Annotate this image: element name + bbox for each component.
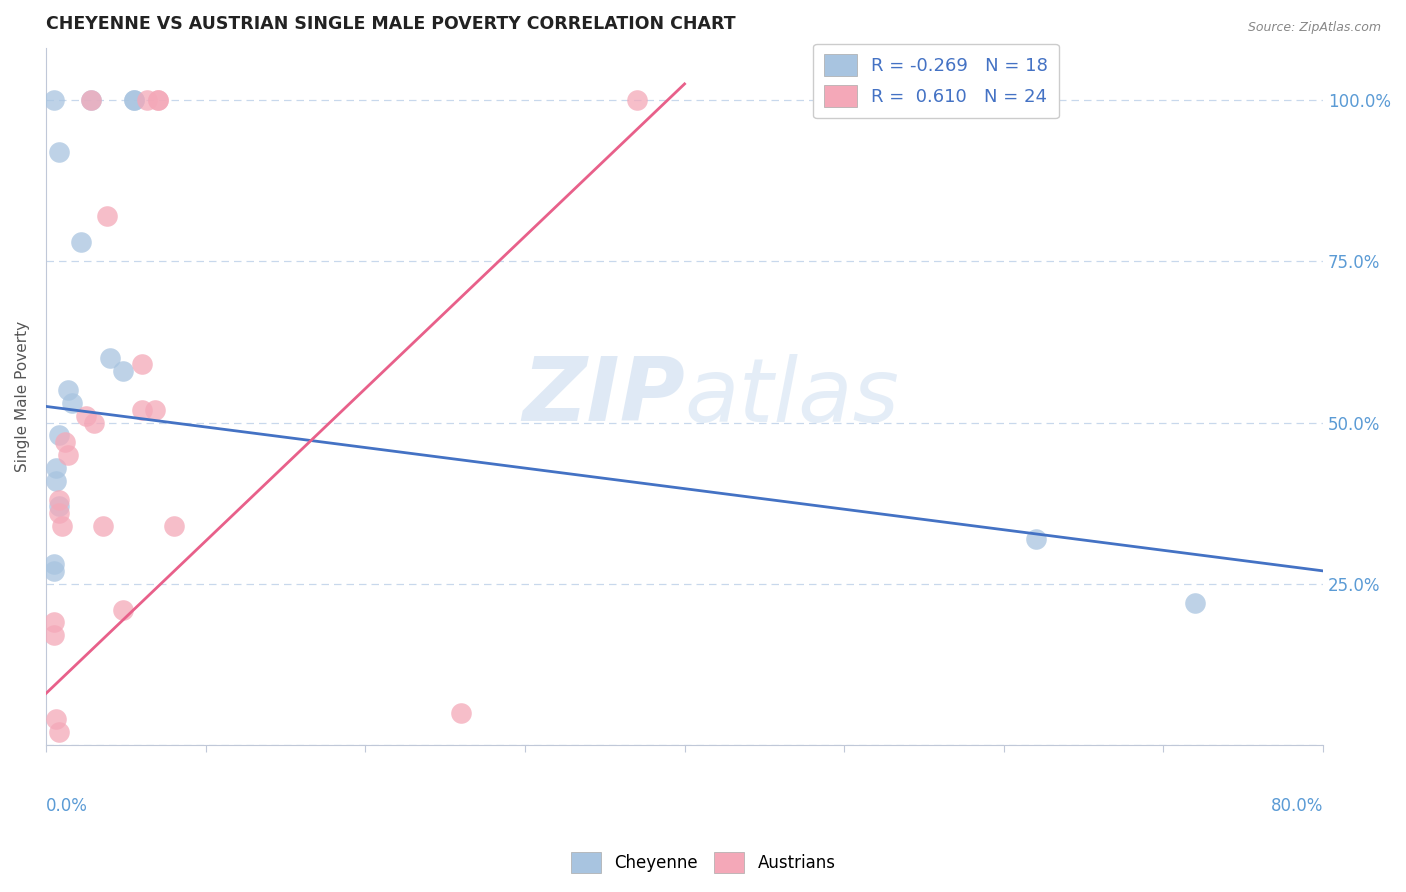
Point <box>163 518 186 533</box>
Point <box>48 145 70 159</box>
Point <box>626 93 648 107</box>
Y-axis label: Single Male Poverty: Single Male Poverty <box>15 321 30 472</box>
Point <box>42 93 65 107</box>
Point <box>48 500 70 514</box>
Point <box>60 396 83 410</box>
Point <box>48 506 70 520</box>
Point <box>111 364 134 378</box>
Text: CHEYENNE VS AUSTRIAN SINGLE MALE POVERTY CORRELATION CHART: CHEYENNE VS AUSTRIAN SINGLE MALE POVERTY… <box>46 15 735 33</box>
Legend: Cheyenne, Austrians: Cheyenne, Austrians <box>564 846 842 880</box>
Point <box>93 518 115 533</box>
Point <box>42 558 65 572</box>
Point <box>42 615 65 630</box>
Point <box>45 460 67 475</box>
Point <box>75 409 97 423</box>
Point <box>58 448 80 462</box>
Point <box>79 93 101 107</box>
Point <box>48 725 70 739</box>
Point <box>48 492 70 507</box>
Point <box>143 402 166 417</box>
Legend: R = -0.269   N = 18, R =  0.610   N = 24: R = -0.269 N = 18, R = 0.610 N = 24 <box>813 44 1059 119</box>
Point <box>122 93 145 107</box>
Point <box>98 351 121 365</box>
Point <box>146 93 169 107</box>
Point <box>135 93 157 107</box>
Point <box>79 93 101 107</box>
Point <box>45 712 67 726</box>
Point <box>53 434 76 449</box>
Point <box>96 209 118 223</box>
Point <box>51 518 73 533</box>
Point <box>131 402 153 417</box>
Text: 0.0%: 0.0% <box>46 797 87 815</box>
Text: 80.0%: 80.0% <box>1271 797 1323 815</box>
Point <box>45 474 67 488</box>
Point <box>1025 532 1047 546</box>
Point <box>131 358 153 372</box>
Point <box>58 384 80 398</box>
Point <box>450 706 472 720</box>
Text: Source: ZipAtlas.com: Source: ZipAtlas.com <box>1247 21 1381 34</box>
Text: atlas: atlas <box>685 354 900 440</box>
Point <box>111 602 134 616</box>
Point <box>1184 596 1206 610</box>
Point <box>122 93 145 107</box>
Point <box>42 628 65 642</box>
Point <box>146 93 169 107</box>
Text: ZIP: ZIP <box>522 353 685 441</box>
Point <box>42 564 65 578</box>
Point <box>83 416 105 430</box>
Point <box>70 235 93 249</box>
Point <box>48 428 70 442</box>
